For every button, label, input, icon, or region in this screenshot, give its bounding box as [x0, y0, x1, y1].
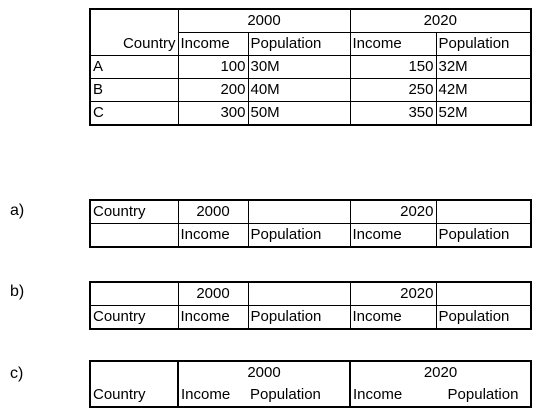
option-b-label: b): [10, 283, 25, 300]
option-c-table: 2000 2020 Country Income Population Inco…: [89, 360, 532, 408]
option-b-income-2020: Income: [349, 305, 437, 330]
main-header-income-2020: Income: [349, 32, 437, 56]
option-c-income-2020: Income: [349, 384, 436, 407]
country-cell: B: [89, 78, 179, 102]
population-2000-cell: 30M: [247, 55, 351, 79]
income-2020-cell: 250: [349, 78, 437, 102]
table-row: C 300 50M 350 52M: [89, 101, 532, 126]
population-2020-cell: 52M: [435, 101, 532, 126]
table-row: B 200 40M 250 42M: [89, 78, 532, 102]
option-a-country-cell: Country: [89, 199, 179, 224]
option-b-table: 2000 2020 Country Income Population Inco…: [89, 281, 532, 330]
option-a-empty-cell: [89, 223, 179, 248]
option-a-population-2000: Population: [247, 223, 351, 248]
option-a-label: a): [10, 202, 25, 219]
main-year-2000: 2000: [177, 8, 351, 33]
population-2020-cell: 32M: [435, 55, 532, 79]
option-c-country-cell: Country: [93, 386, 146, 403]
option-b-empty-cell: [435, 281, 532, 306]
main-header-income-2000: Income: [177, 32, 249, 56]
main-corner-cell: [89, 8, 179, 33]
country-cell: A: [89, 55, 179, 79]
option-a-empty-cell: [247, 199, 351, 224]
option-a-income-2020: Income: [349, 223, 437, 248]
option-b-empty-cell: [247, 281, 351, 306]
option-c-year-2020: 2020: [349, 361, 531, 384]
option-b-year-2020: 2020: [349, 281, 437, 306]
population-2020-cell: 42M: [435, 78, 532, 102]
option-a-year-2000: 2000: [177, 199, 249, 224]
population-2000-cell: 40M: [247, 78, 351, 102]
income-2000-cell: 300: [177, 101, 249, 126]
income-2000-cell: 100: [177, 55, 249, 79]
income-2000-cell: 200: [177, 78, 249, 102]
country-cell: C: [89, 101, 179, 126]
option-b-population-2020: Population: [435, 305, 532, 330]
option-b-country-cell: Country: [89, 305, 179, 330]
option-b-income-2000: Income: [177, 305, 249, 330]
table-row: A 100 30M 150 32M: [89, 55, 532, 79]
main-table: 2000 2020 Country Income Population Inco…: [89, 8, 532, 126]
main-header-population-2020: Population: [435, 32, 532, 56]
option-c-population-2020: Population: [447, 386, 519, 403]
option-b-year-2000: 2000: [177, 281, 249, 306]
option-b-empty-cell: [89, 281, 179, 306]
option-a-population-2020: Population: [435, 223, 532, 248]
main-year-2020: 2020: [349, 8, 532, 33]
option-c-year-2000: 2000: [177, 361, 350, 384]
option-c-label: c): [10, 365, 24, 382]
income-2020-cell: 350: [349, 101, 437, 126]
income-2020-cell: 150: [349, 55, 437, 79]
option-a-table: Country 2000 2020 Income Population Inco…: [89, 199, 532, 248]
option-c-population-2000: Population: [250, 386, 321, 403]
main-header-country: Country: [89, 32, 179, 56]
option-c-income-2000: Income: [177, 384, 248, 407]
option-a-empty-cell: [435, 199, 532, 224]
option-a-income-2000: Income: [177, 223, 249, 248]
option-b-population-2000: Population: [247, 305, 351, 330]
option-c-empty-cell: [90, 361, 178, 384]
option-a-year-2020: 2020: [349, 199, 437, 224]
main-header-population-2000: Population: [247, 32, 351, 56]
population-2000-cell: 50M: [247, 101, 351, 126]
